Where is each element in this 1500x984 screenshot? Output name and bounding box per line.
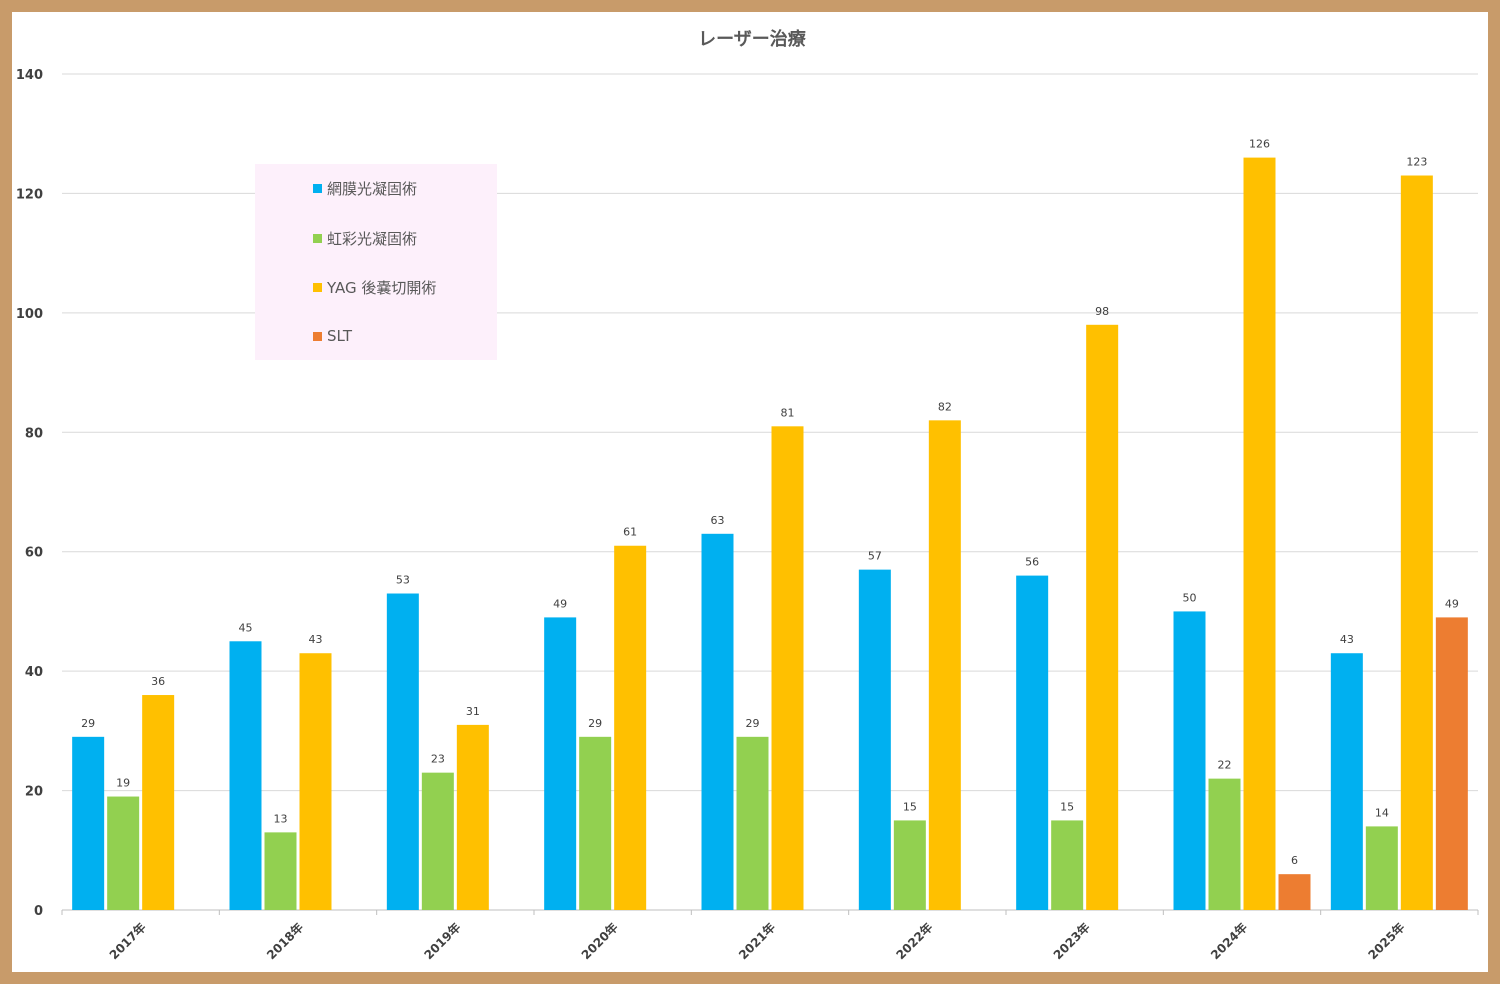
bar <box>142 695 175 910</box>
data-label: 36 <box>151 675 165 688</box>
y-tick-label: 60 <box>25 546 43 561</box>
bar <box>1435 617 1468 910</box>
data-label: 22 <box>1218 759 1232 772</box>
bar <box>858 569 891 910</box>
bar <box>893 820 926 910</box>
legend-label: 網膜光凝固術 <box>327 180 418 198</box>
legend-swatch <box>313 331 322 341</box>
bar <box>771 426 804 910</box>
legend: 網膜光凝固術 虹彩光凝固術 YAG 後嚢切開術 SLT <box>255 164 497 360</box>
y-tick-label: 140 <box>16 68 43 83</box>
data-label: 15 <box>1060 800 1074 813</box>
bar <box>544 617 577 910</box>
bar <box>736 736 769 910</box>
data-label: 14 <box>1375 806 1389 819</box>
bar <box>1400 175 1433 910</box>
x-tick-label: 2022年 <box>893 920 936 963</box>
x-tick-label: 2023年 <box>1050 920 1093 963</box>
x-axis-ticks: 2017年 2018年 2019年 2020年 2021年 2022年 2023年 2024年… <box>106 920 1407 963</box>
data-label: 123 <box>1406 156 1427 169</box>
data-label: 81 <box>781 406 795 419</box>
y-tick-label: 80 <box>25 426 43 441</box>
data-label: 6 <box>1291 854 1298 867</box>
legend-item-slt: SLT <box>313 327 352 345</box>
x-tick-label: 2025年 <box>1365 920 1408 963</box>
bar <box>1173 611 1206 910</box>
bar <box>264 832 297 910</box>
legend-swatch <box>313 184 322 193</box>
data-label: 57 <box>868 550 882 563</box>
legend-item-yag-capsulotomy: YAG 後嚢切開術 <box>313 277 436 298</box>
bar <box>701 533 734 910</box>
legend-label: YAG 後嚢切開術 <box>327 279 437 297</box>
chart-title: レーザー治療 <box>698 28 807 50</box>
bar <box>299 653 332 910</box>
data-label: 15 <box>903 800 917 813</box>
legend-swatch <box>313 234 322 243</box>
x-tick-label: 2019年 <box>421 920 464 963</box>
bars <box>72 157 1468 911</box>
data-label: 49 <box>553 597 567 610</box>
bar <box>1365 826 1398 910</box>
x-tick-label: 2020年 <box>578 920 621 963</box>
bar <box>579 736 612 910</box>
data-label: 126 <box>1249 138 1270 151</box>
y-tick-label: 120 <box>16 187 43 202</box>
data-label: 45 <box>239 621 253 634</box>
data-label: 56 <box>1025 556 1039 569</box>
legend-label: 虹彩光凝固術 <box>327 230 418 248</box>
bar <box>386 593 419 910</box>
data-label: 23 <box>431 753 445 766</box>
bar <box>1278 874 1311 910</box>
bar <box>229 641 262 910</box>
legend-item-retinal-photocoagulation: 網膜光凝固術 <box>313 178 417 199</box>
bar <box>1086 324 1119 910</box>
data-labels: 29 19 36 45 13 43 53 23 31 49 29 61 63 29 81 57 15 82 56 15… <box>81 138 1459 868</box>
y-tick-label: 100 <box>16 307 43 322</box>
legend-label: SLT <box>327 327 352 345</box>
bar <box>1208 778 1241 910</box>
bar <box>107 796 140 910</box>
data-label: 82 <box>938 400 952 413</box>
bar <box>614 545 647 910</box>
data-label: 43 <box>1340 633 1354 646</box>
bar <box>928 420 961 910</box>
data-label: 49 <box>1445 597 1459 610</box>
y-tick-label: 20 <box>25 785 43 800</box>
data-label: 61 <box>623 526 637 539</box>
legend-item-iris-photocoagulation: 虹彩光凝固術 <box>313 228 417 249</box>
x-tick-label: 2017年 <box>106 920 149 963</box>
data-label: 29 <box>746 717 760 730</box>
bar-chart: レーザー治療 0 20 40 60 80 100 120 140 29 19 36 45 13 43 53… <box>16 28 1479 963</box>
bar <box>1051 820 1084 910</box>
x-tick-label: 2024年 <box>1207 920 1250 963</box>
chart-frame: レーザー治療 0 20 40 60 80 100 120 140 29 19 36 45 13 43 53… <box>12 12 1488 972</box>
bar <box>1330 653 1363 910</box>
data-label: 19 <box>116 777 130 790</box>
data-label: 43 <box>309 633 323 646</box>
y-tick-label: 40 <box>25 665 43 680</box>
y-axis-ticks: 0 20 40 60 80 100 120 140 <box>16 68 43 919</box>
bar <box>421 772 454 910</box>
data-label: 98 <box>1095 305 1109 318</box>
x-tick-label: 2021年 <box>735 920 778 963</box>
bar <box>456 724 489 910</box>
legend-swatch <box>313 283 322 292</box>
data-label: 29 <box>81 717 95 730</box>
bar <box>72 736 105 910</box>
bar <box>1243 157 1276 911</box>
data-label: 50 <box>1183 591 1197 604</box>
bar <box>1016 575 1049 910</box>
data-label: 53 <box>396 574 410 587</box>
data-label: 29 <box>588 717 602 730</box>
data-label: 31 <box>466 705 480 718</box>
x-tick-label: 2018年 <box>263 920 306 963</box>
data-label: 63 <box>711 514 725 527</box>
y-tick-label: 0 <box>34 904 43 919</box>
data-label: 13 <box>274 812 288 825</box>
